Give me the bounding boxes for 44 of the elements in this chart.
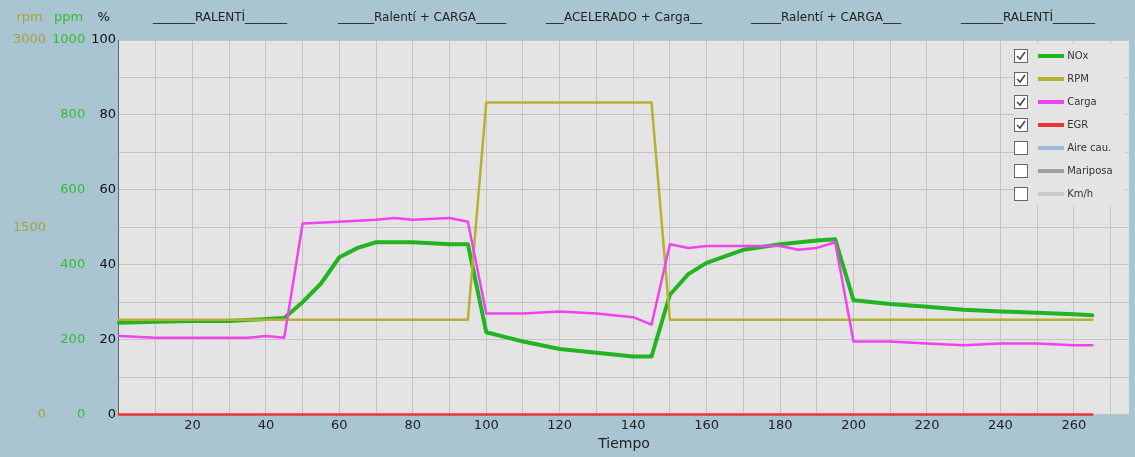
x-tick-label: 60 (331, 416, 348, 432)
y-tick-label: 80 (99, 106, 116, 122)
legend-label: EGR (1067, 119, 1090, 130)
legend-label: Km/h (1067, 188, 1095, 199)
y-tick-label: 20 (99, 331, 116, 347)
text: _______RALENTÍ_______ (959, 9, 1097, 25)
y-tick-label: 60 (99, 181, 116, 197)
y-axis-title: % (97, 9, 110, 25)
text: ___ACELERADO + Carga__ (544, 10, 704, 25)
y2-tick-label: 800 (60, 106, 86, 122)
y2-tick-label: 400 (60, 256, 86, 272)
x-tick-label: 200 (841, 416, 866, 432)
y3-tick-label: 3000 (12, 31, 47, 47)
x-tick-label: 40 (257, 416, 275, 432)
legend-label: RPM (1067, 73, 1090, 84)
x-axis-title: Tiempo (597, 435, 650, 452)
legend-label: Mariposa (1067, 165, 1114, 176)
y2-tick-label: 200 (60, 331, 86, 347)
x-tick-label: 20 (184, 416, 201, 432)
x-tick-label: 240 (988, 416, 1013, 432)
y2-axis-title: ppm (54, 9, 84, 25)
legend-label: NOx (1067, 50, 1090, 61)
y3-tick-label: 0 (37, 405, 47, 421)
y3-axis-title: rpm (16, 9, 43, 25)
x-tick-label: 80 (404, 416, 422, 432)
x-tick-label: 180 (767, 416, 793, 432)
text: ______Ralentí + CARGA_____ (337, 10, 507, 25)
y-tick-label: 0 (107, 405, 116, 421)
text: _____Ralentí + CARGA___ (750, 10, 902, 25)
y-tick-label: 40 (99, 256, 116, 272)
y2-tick-label: 0 (76, 405, 86, 421)
legend-label: Aire cau. (1067, 142, 1113, 153)
y3-tick-label: 1500 (12, 218, 47, 234)
text: _______RALENTÍ_______ (151, 9, 289, 25)
x-tick-label: 220 (914, 416, 940, 432)
x-tick-label: 160 (694, 416, 720, 432)
x-tick-label: 260 (1061, 416, 1087, 432)
legend-label: Carga (1067, 96, 1098, 107)
y2-tick-label: 1000 (52, 31, 86, 47)
x-tick-label: 120 (547, 416, 573, 432)
y-tick-label: 100 (91, 31, 116, 47)
x-tick-label: 140 (620, 416, 646, 432)
y2-tick-label: 600 (60, 181, 86, 197)
x-tick-label: 100 (473, 416, 499, 432)
